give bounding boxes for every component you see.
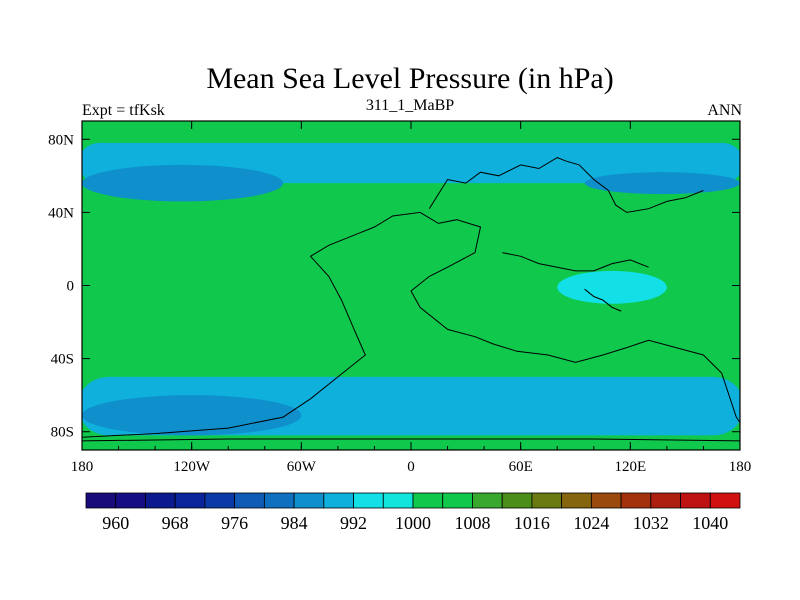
x-tick-label: 60E [509,459,533,475]
colorbar-label: 1000 [395,513,431,533]
y-tick-label: 40N [48,205,74,221]
colorbar-label: 984 [281,513,308,533]
y-tick-label: 80S [51,425,74,441]
coastline-segment-3 [502,252,649,272]
coastline-segment-0 [82,211,740,438]
colorbar-swatch [145,492,176,509]
coastline-segment-1 [82,438,740,442]
colorbar-swatch [680,492,711,509]
colorbar-label: 960 [102,513,129,533]
colorbar-label: 976 [221,513,248,533]
colorbar-swatch [412,492,444,509]
colorbar-swatch [620,492,652,509]
colorbar-label: 968 [162,513,189,533]
x-tick-label: 120E [614,459,646,475]
y-tick-label: 40S [51,352,74,368]
colorbar-swatch [293,492,325,509]
x-tick-label: 180 [729,459,752,475]
x-tick-label: 180 [71,459,94,475]
colorbar-swatch [442,492,473,509]
contour-region-subtropical-high-1 [82,219,466,242]
colorbar-swatch [353,492,384,509]
colorbar-label: 1008 [454,513,490,533]
contour-region-north-pacific-low [82,164,284,202]
colorbar-swatch [531,492,563,509]
colorbar-label: 1040 [692,513,728,533]
contour-region-southern-high [136,329,238,355]
x-tick-label: 60W [287,459,317,475]
colorbar: 960 968 976 984 992 1000 1008 1016 1024 1032 1040 [85,492,741,533]
colorbar-swatch [204,492,236,509]
y-tick-label: 80N [48,132,74,148]
coastline-segment-4 [584,288,622,312]
contour-region-deep-southern-low [82,395,302,436]
run-label: 311_1_MaBP [365,97,455,114]
colorbar-swatch [234,492,265,509]
y-tick-label: 0 [67,279,75,295]
contour-region-subtropical-high-2 [666,221,740,240]
colorbar-label: 1016 [514,513,550,533]
x-tick-label: 120W [173,459,211,475]
x-tick-label: 0 [407,459,415,475]
colorbar-swatch [709,492,741,509]
colorbar-label: 992 [340,513,367,533]
season-label: ANN [707,102,742,119]
colorbar-swatch [590,492,622,509]
contour-region-east-asia-low [584,172,740,195]
colorbar-swatch [501,492,533,509]
coastline-segment-2 [428,157,704,213]
colorbar-swatch [472,492,503,509]
colorbar-label: 1024 [573,513,609,533]
colorbar-label: 1032 [633,513,669,533]
colorbar-swatch [382,492,414,509]
axes: 180 120W 60W 0 60E 120E 180 80N 40N 0 40S 80S [48,121,751,475]
colorbar-swatch [174,492,206,509]
colorbar-swatch [650,492,681,509]
experiment-label: Expt = tfKsk [82,102,165,119]
colorbar-swatch [85,492,117,509]
colorbar-swatch [263,492,295,509]
contour-region-indian-low [557,270,667,304]
contour-fills [82,142,740,436]
colorbar-swatch [561,492,592,509]
coastline [82,157,740,442]
chart-title: Mean Sea Level Pressure (in hPa) [206,62,614,95]
colorbar-swatch [115,492,146,509]
colorbar-swatch [323,492,354,509]
